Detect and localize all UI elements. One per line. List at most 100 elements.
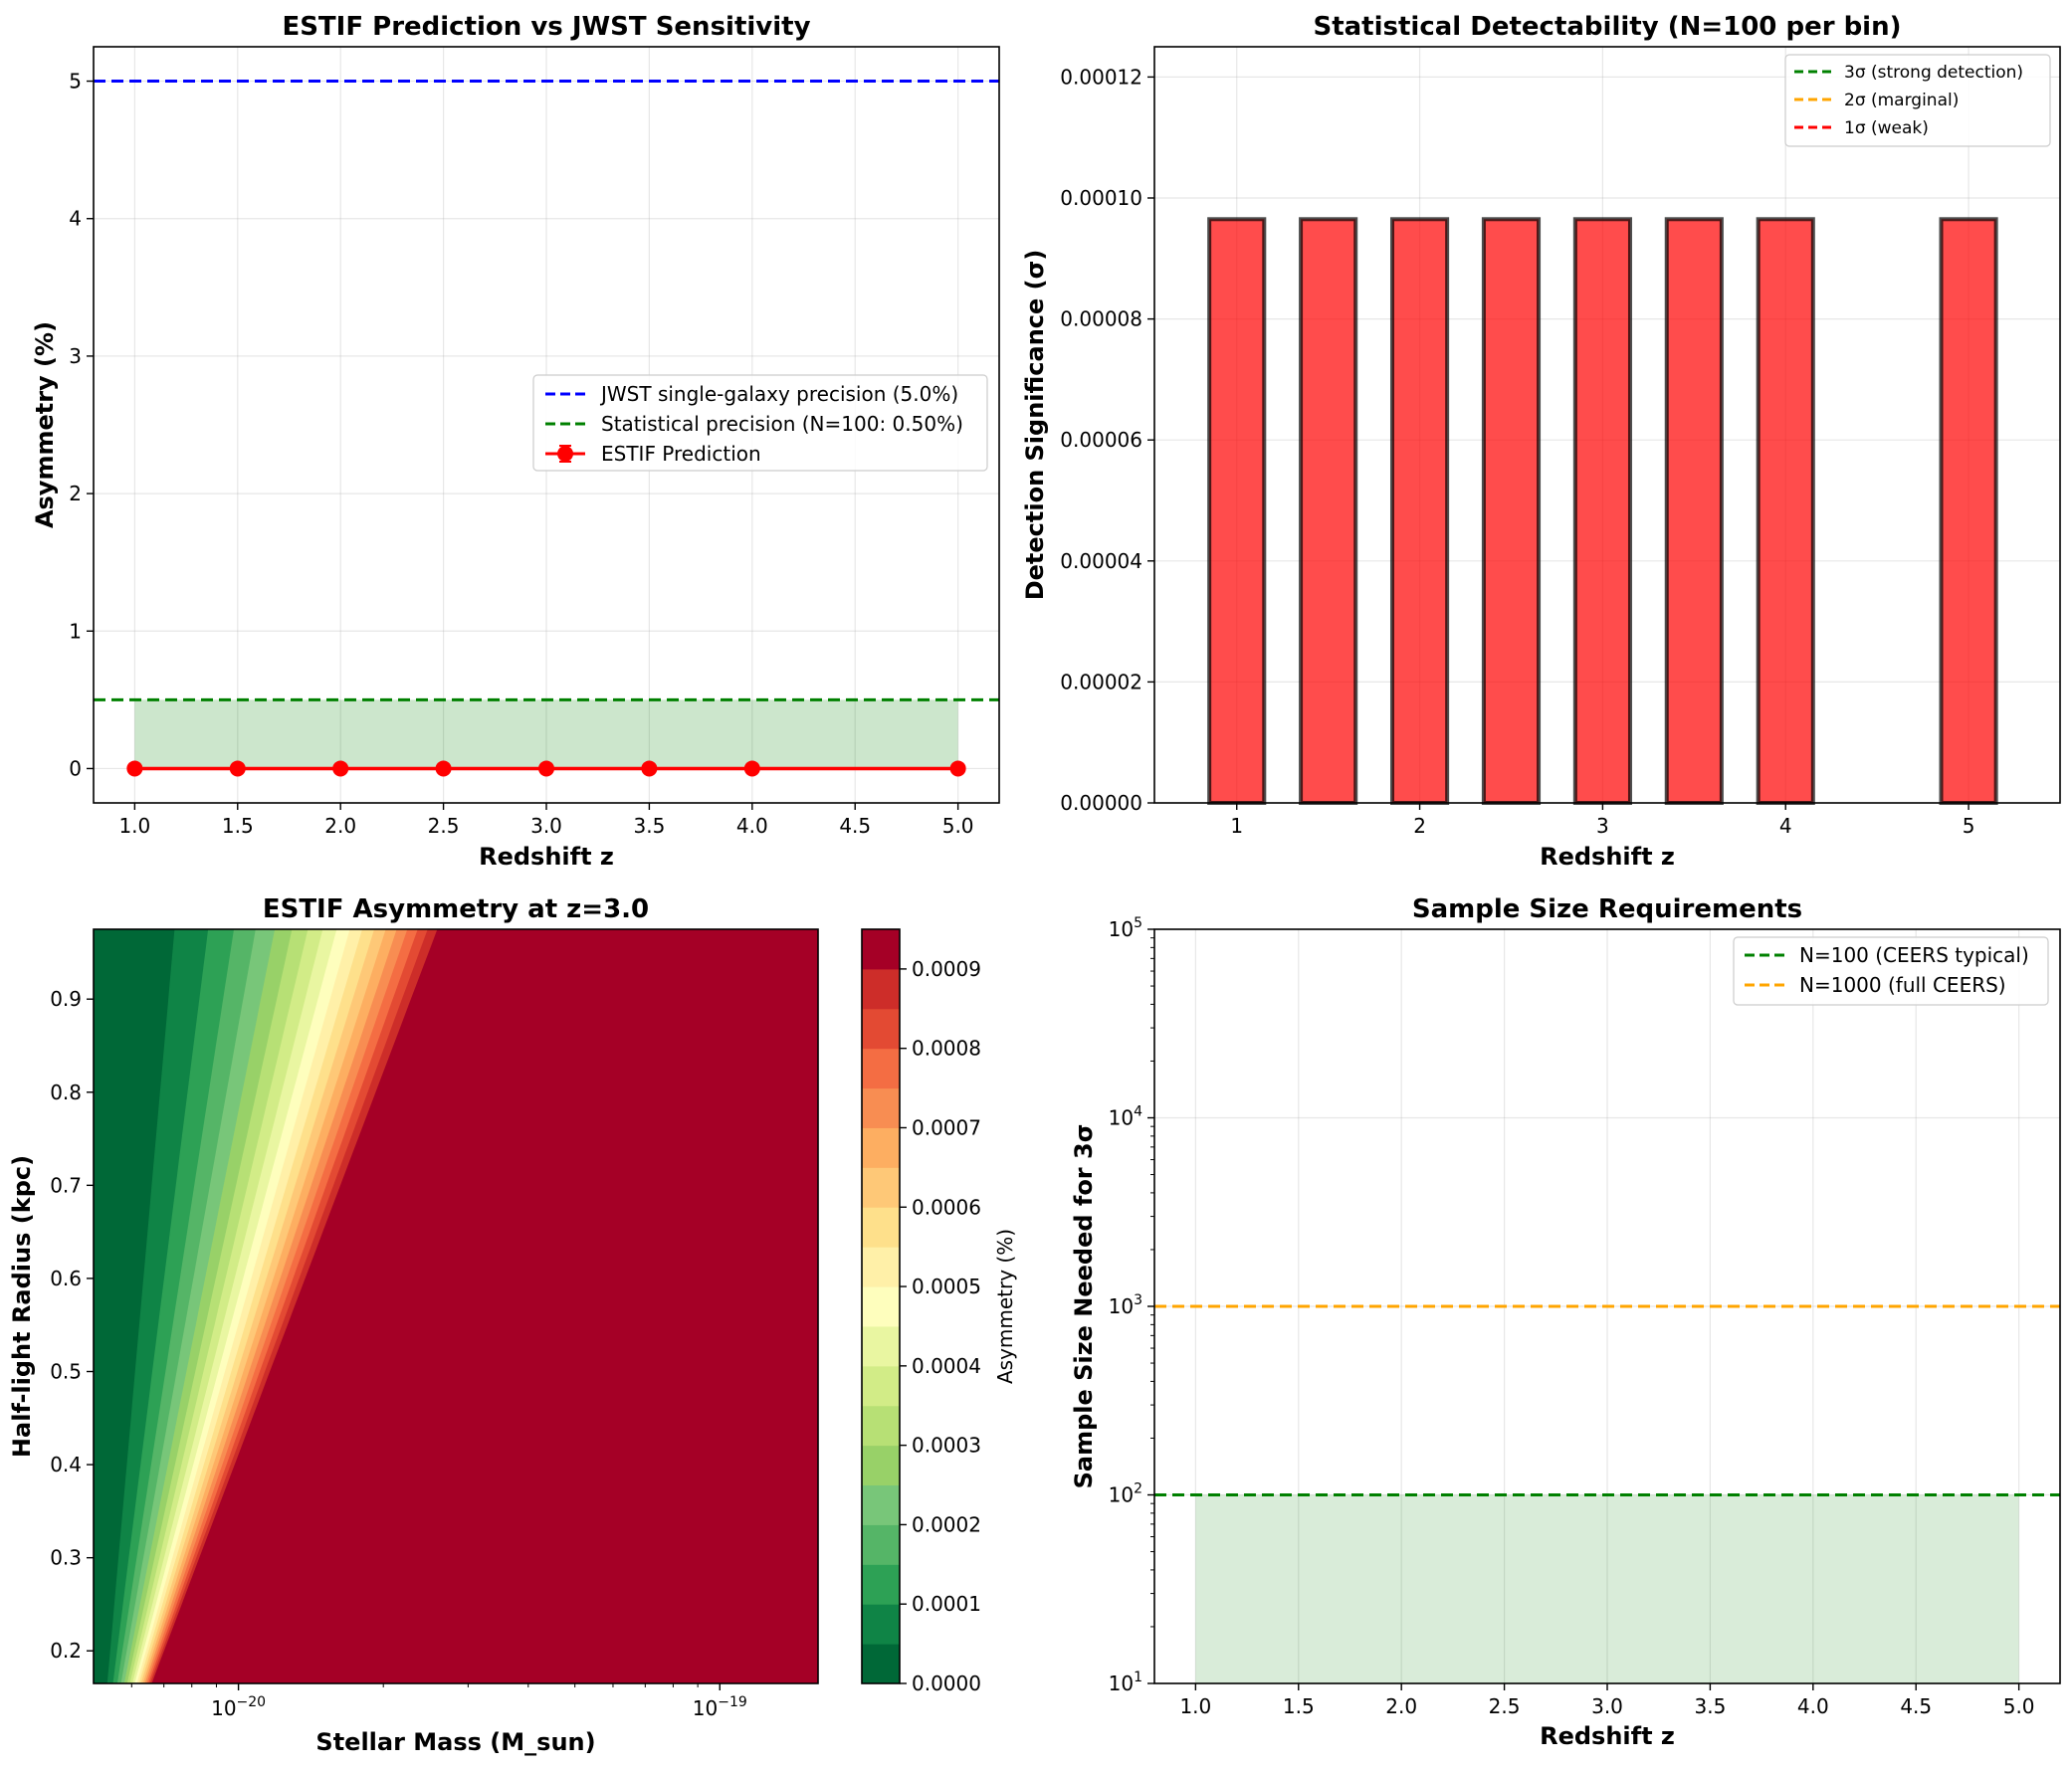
panel3-ylabel: Half-light Radius (kpc) bbox=[8, 1155, 36, 1458]
panel3-cbtick-label: 0.0009 bbox=[912, 957, 981, 981]
panel3-colorbar-band bbox=[862, 1286, 900, 1327]
panel3-cbtick-label: 0.0001 bbox=[912, 1592, 981, 1616]
panel2-legend-2sigma: 2σ (marginal) bbox=[1844, 91, 1959, 110]
panel3-xtick-label: 10−20 bbox=[211, 1694, 266, 1720]
panel1-prediction-point bbox=[743, 760, 760, 777]
panel1-legend-jwst: JWST single-galaxy precision (5.0%) bbox=[599, 382, 958, 406]
panel2-ytick-label: 0.00004 bbox=[1060, 549, 1142, 573]
panel2-bar bbox=[1481, 217, 1542, 805]
panel1-legend: JWST single-galaxy precision (5.0%) Stat… bbox=[532, 374, 988, 472]
panel2-y-ticks: 0.00000 0.00002 0.00004 0.00006 0.00008 0.000… bbox=[1060, 65, 1154, 815]
panel3-colorbar-band bbox=[862, 1604, 900, 1645]
panel2-legend-3sigma: 3σ (strong detection) bbox=[1844, 63, 2023, 83]
panel4-xtick-label: 5.0 bbox=[2003, 1694, 2035, 1718]
panel2-xtick-label: 2 bbox=[1413, 814, 1426, 838]
panel4-legend-n1000: N=1000 (full CEERS) bbox=[1799, 973, 2006, 997]
panel3-contours bbox=[94, 929, 819, 1683]
panel2-bar bbox=[1389, 217, 1450, 805]
panel3-ytick-label: 0.5 bbox=[50, 1360, 82, 1384]
panel3-colorbar-band bbox=[862, 1167, 900, 1208]
panel3-colorbar-band bbox=[862, 1087, 900, 1128]
panel4-xtick-label: 2.5 bbox=[1489, 1694, 1521, 1718]
panel1-xtick-label: 4.0 bbox=[736, 814, 768, 838]
panel4-legend: N=100 (CEERS typical) N=1000 (full CEERS… bbox=[1733, 936, 2049, 1006]
panel3-ytick-label: 0.6 bbox=[50, 1267, 82, 1290]
panel2-x-ticks: 1 2 3 4 5 bbox=[1230, 803, 1974, 838]
panel4-legend-n100: N=100 (CEERS typical) bbox=[1799, 943, 2029, 967]
panel2-ytick-label: 0.00008 bbox=[1060, 307, 1142, 331]
panel3-title: ESTIF Asymmetry at z=3.0 bbox=[263, 894, 649, 924]
panel3-y-ticks: 0.2 0.3 0.4 0.5 0.6 0.7 0.8 0.9 bbox=[50, 987, 94, 1663]
panel4-xtick-label: 1.0 bbox=[1179, 1694, 1211, 1718]
panel1-prediction-point bbox=[435, 760, 452, 777]
panel1-prediction-point bbox=[538, 760, 554, 777]
panel3-colorbar-band bbox=[862, 929, 900, 970]
panel2-xtick-label: 4 bbox=[1779, 814, 1792, 838]
panel3-colorbar-band bbox=[862, 1644, 900, 1684]
panel3-ytick-label: 0.7 bbox=[50, 1173, 82, 1197]
panel4-x-ticks: 1.0 1.5 2.0 2.5 3.0 3.5 4.0 4.5 5.0 bbox=[1179, 1683, 2035, 1718]
panel1-y-ticks: 0 1 2 3 4 5 bbox=[69, 70, 94, 780]
panel3-colorbar-band bbox=[862, 1207, 900, 1248]
panel3-ytick-label: 0.3 bbox=[50, 1546, 82, 1570]
panel4-ytick-label: 102 bbox=[1109, 1481, 1142, 1507]
panel1-xtick-label: 4.5 bbox=[839, 814, 871, 838]
panel1-ylabel: Asymmetry (%) bbox=[31, 321, 59, 528]
panel3-cbtick-label: 0.0004 bbox=[912, 1354, 981, 1378]
panel3-colorbar-ticks: 0.0000 0.0001 0.0002 0.0003 0.0004 0.0005 0.00… bbox=[900, 957, 981, 1695]
panel4-xtick-label: 4.5 bbox=[1900, 1694, 1932, 1718]
panel4-ytick-label: 103 bbox=[1109, 1292, 1142, 1318]
panel3-colorbar-band bbox=[862, 1405, 900, 1447]
panel3-colorbar-band bbox=[862, 1325, 900, 1367]
panel4-ytick-label: 105 bbox=[1109, 915, 1142, 941]
panel2-ytick-label: 0.00006 bbox=[1060, 428, 1142, 452]
panel1-xtick-label: 1.0 bbox=[118, 814, 150, 838]
panel1-shaded-band bbox=[134, 699, 958, 769]
panel4-xtick-label: 4.0 bbox=[1797, 1694, 1829, 1718]
panel1-ytick-label: 2 bbox=[69, 482, 82, 505]
panel2-legend: 3σ (strong detection) 2σ (marginal) 1σ (… bbox=[1784, 54, 2051, 147]
panel4-xtick-label: 3.5 bbox=[1695, 1694, 1727, 1718]
panel2-bar bbox=[1207, 217, 1267, 805]
panel2-ylabel: Detection Significance (σ) bbox=[1021, 250, 1049, 601]
panel3-colorbar-band bbox=[862, 968, 900, 1010]
panel2-ytick-label: 0.00000 bbox=[1060, 791, 1142, 815]
panel-asymmetry-contour: ESTIF Asymmetry at z=3.0 10−20 10−19 0.20… bbox=[8, 894, 1017, 1756]
panel2-ytick-label: 0.00002 bbox=[1060, 670, 1142, 693]
panel4-xlabel: Redshift z bbox=[1540, 1722, 1675, 1750]
panel1-legend-statistical: Statistical precision (N=100: 0.50%) bbox=[601, 412, 963, 436]
panel2-bar bbox=[1299, 217, 1358, 805]
panel1-xlabel: Redshift z bbox=[479, 843, 614, 871]
panel3-colorbar-band bbox=[862, 1564, 900, 1605]
panel3-cbtick-label: 0.0008 bbox=[912, 1037, 981, 1061]
panel4-y-ticks: 101 102 103 104 105 bbox=[1109, 915, 1154, 1695]
panel3-cbtick-label: 0.0005 bbox=[912, 1275, 981, 1298]
panel2-bars bbox=[1207, 217, 1998, 805]
panel1-prediction-point bbox=[641, 760, 658, 777]
panel3-colorbar-band bbox=[862, 1445, 900, 1486]
panel4-title: Sample Size Requirements bbox=[1412, 894, 1802, 924]
panel3-ytick-label: 0.9 bbox=[50, 987, 82, 1011]
panel3-colorbar-band bbox=[862, 1365, 900, 1407]
panel2-xtick-label: 5 bbox=[1963, 814, 1975, 838]
panel1-ytick-label: 5 bbox=[69, 70, 82, 94]
panel1-xtick-label: 2.5 bbox=[428, 814, 460, 838]
panel4-xtick-label: 2.0 bbox=[1385, 1694, 1417, 1718]
panel4-shaded-band bbox=[1195, 1494, 2019, 1683]
panel1-prediction-point bbox=[126, 760, 143, 777]
panel3-colorbar-band bbox=[862, 1247, 900, 1287]
panel3-colorbar-band bbox=[862, 1048, 900, 1089]
panel1-ytick-label: 1 bbox=[69, 619, 82, 643]
panel3-ytick-label: 0.4 bbox=[50, 1453, 82, 1476]
panel3-level-fill bbox=[151, 929, 818, 1683]
panel3-colorbar-band bbox=[862, 1127, 900, 1168]
panel1-ytick-label: 3 bbox=[69, 344, 82, 368]
panel3-colorbar-band bbox=[862, 1484, 900, 1525]
panel2-xtick-label: 1 bbox=[1230, 814, 1243, 838]
panel2-bar bbox=[1664, 217, 1724, 805]
panel2-ytick-label: 0.00012 bbox=[1060, 65, 1142, 89]
panel3-ytick-label: 0.8 bbox=[50, 1081, 82, 1104]
panel1-ytick-label: 4 bbox=[69, 207, 82, 231]
panel1-legend-prediction: ESTIF Prediction bbox=[601, 442, 761, 466]
